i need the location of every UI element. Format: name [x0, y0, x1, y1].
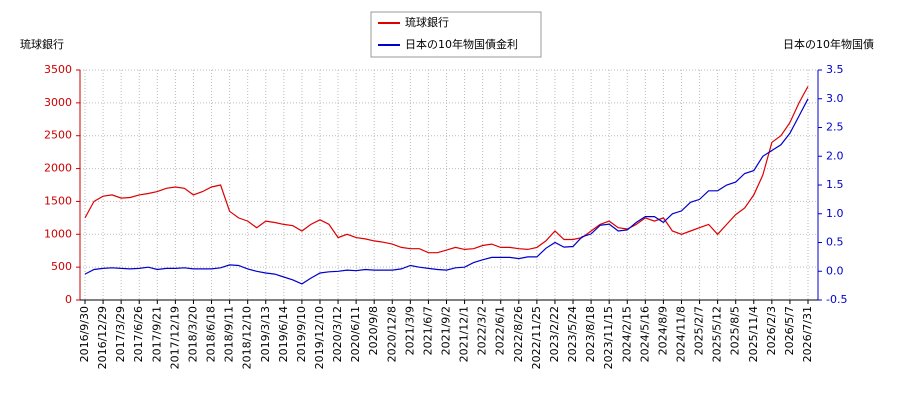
- x-tick-label: 2022/6/1: [494, 306, 507, 355]
- x-tick-label: 2018/12/10: [241, 306, 254, 369]
- y-tick-label: 2500: [44, 129, 72, 142]
- y2-tick-label: 2.5: [826, 121, 844, 134]
- y2-tick-label: 1.0: [826, 207, 844, 220]
- y-tick-label: 500: [51, 260, 72, 273]
- x-tick-label: 2025/11/4: [747, 306, 760, 362]
- x-tick-label: 2026/2/3: [765, 306, 778, 355]
- x-tick-label: 2017/3/29: [114, 306, 127, 362]
- series-line: [84, 86, 809, 254]
- y-axis-title: 琉球銀行: [20, 37, 64, 51]
- x-tick-label: 2019/12/10: [313, 306, 326, 369]
- legend-label: 琉球銀行: [405, 15, 449, 29]
- x-tick-label: 2016/12/29: [96, 306, 109, 369]
- x-tick-label: 2024/5/16: [638, 306, 651, 362]
- x-tick-label: 2019/6/14: [277, 306, 290, 362]
- y2-tick-label: -0.5: [826, 293, 847, 306]
- x-tick-label: 2021/9/2: [440, 306, 453, 355]
- series-line: [84, 98, 809, 285]
- x-tick-label: 2020/9/8: [367, 306, 380, 355]
- x-tick-label: 2017/9/21: [150, 306, 163, 362]
- x-tick-label: 2026/7/31: [801, 306, 814, 362]
- y2-tick-label: 1.5: [826, 178, 844, 191]
- x-tick-label: 2020/6/11: [349, 306, 362, 362]
- x-tick-label: 2023/11/15: [602, 306, 615, 369]
- x-tick-label: 2024/8/9: [656, 306, 669, 355]
- x-tick-label: 2017/12/19: [168, 306, 181, 369]
- y2-tick-label: 0.0: [826, 264, 844, 277]
- x-tick-label: 2016/9/30: [78, 306, 91, 362]
- y-tick-label: 1500: [44, 194, 72, 207]
- x-tick-label: 2018/9/11: [223, 306, 236, 362]
- x-tick-label: 2020/12/8: [385, 306, 398, 362]
- x-tick-label: 2019/9/10: [295, 306, 308, 362]
- y2-tick-label: 0.5: [826, 236, 844, 249]
- x-tick-label: 2025/2/7: [693, 306, 706, 355]
- y-tick-label: 2000: [44, 162, 72, 175]
- x-tick-label: 2020/3/12: [331, 306, 344, 362]
- x-tick-label: 2024/2/15: [620, 306, 633, 362]
- x-tick-label: 2021/3/9: [403, 306, 416, 355]
- legend-box: [370, 11, 542, 58]
- x-tick-label: 2025/5/12: [711, 306, 724, 362]
- x-tick-label: 2017/6/26: [132, 306, 145, 362]
- y-tick-label: 3000: [44, 96, 72, 109]
- x-tick-label: 2024/11/8: [674, 306, 687, 362]
- x-tick-label: 2021/6/7: [421, 306, 434, 355]
- x-tick-label: 2025/8/5: [729, 306, 742, 355]
- y2-tick-label: 2.0: [826, 149, 844, 162]
- x-tick-label: 2023/5/24: [566, 306, 579, 362]
- y-tick-label: 0: [65, 293, 72, 306]
- x-tick-label: 2023/2/22: [548, 306, 561, 362]
- y2-tick-label: 3.5: [826, 63, 844, 76]
- x-tick-label: 2021/12/1: [458, 306, 471, 362]
- x-tick-label: 2022/11/25: [530, 306, 543, 369]
- x-tick-label: 2026/5/7: [783, 306, 796, 355]
- x-tick-label: 2018/6/18: [205, 306, 218, 362]
- x-tick-label: 2019/3/13: [259, 306, 272, 362]
- x-tick-label: 2023/8/18: [584, 306, 597, 362]
- legend-label: 日本の10年物国債金利: [405, 37, 518, 51]
- x-tick-label: 2018/3/20: [186, 306, 199, 362]
- x-tick-label: 2022/3/2: [476, 306, 489, 355]
- y2-tick-label: 3.0: [826, 92, 844, 105]
- y2-axis-title: 日本の10年物国債: [783, 37, 874, 51]
- y-tick-label: 1000: [44, 227, 72, 240]
- x-tick-label: 2022/8/26: [512, 306, 525, 362]
- y-tick-label: 3500: [44, 63, 72, 76]
